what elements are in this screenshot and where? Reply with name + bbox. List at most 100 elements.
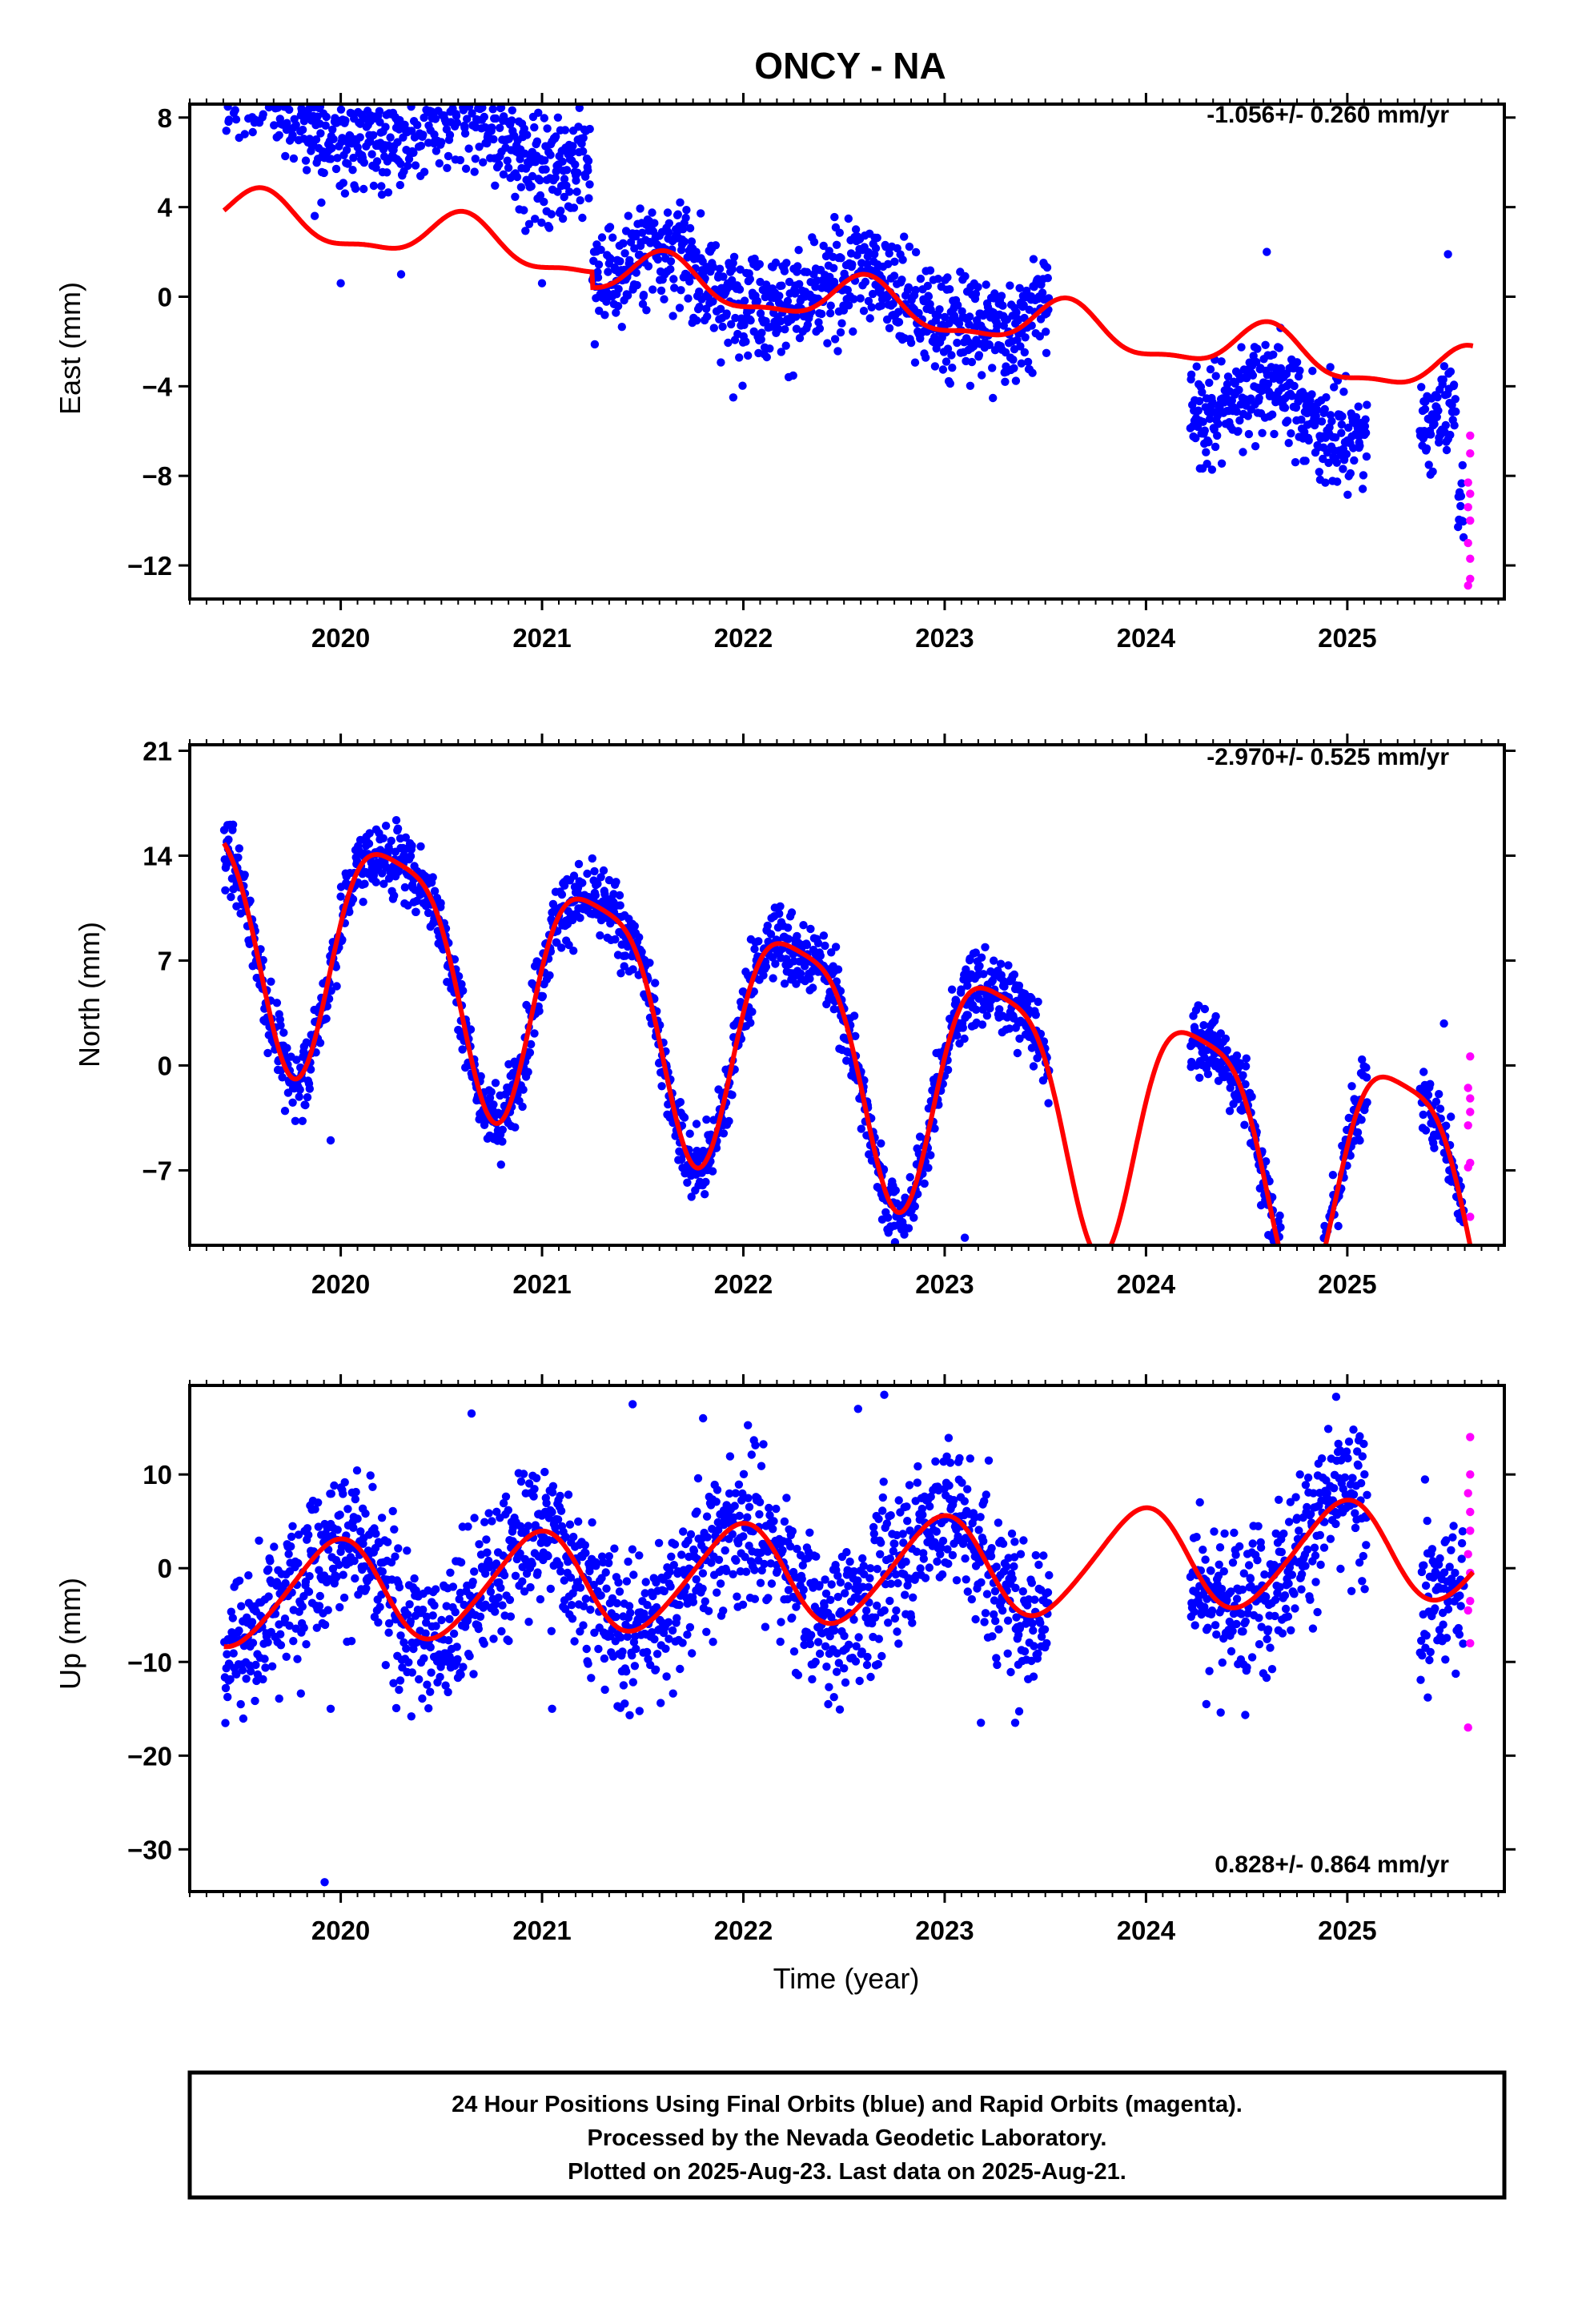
east-final-point [1424,460,1433,469]
east-final-point [470,167,479,176]
up-final-point [564,1490,573,1499]
north-final-point [227,892,235,902]
north-final-point [986,1004,994,1013]
up-final-point [625,1711,634,1719]
east-final-point [1214,420,1223,428]
up-final-point [666,1582,675,1591]
east-final-point [248,127,257,137]
east-final-point [1301,456,1310,465]
up-final-point [709,1638,717,1647]
east-final-point [331,164,341,174]
up-final-point [391,1552,400,1561]
east-final-point [540,197,548,207]
up-final-point [808,1675,817,1684]
east-final-point [416,141,426,151]
east-final-point [1360,422,1370,431]
up-final-point [744,1494,753,1502]
north-final-point [491,1079,500,1088]
east-final-point [665,219,673,227]
east-final-point [687,237,697,246]
north-final-point [401,833,410,842]
north-final-point [883,1213,893,1222]
north-xtick-label: 2021 [512,1269,571,1299]
up-final-point [596,1591,605,1600]
north-final-point [272,999,282,1007]
east-final-point [988,364,997,372]
up-final-point [423,1680,432,1689]
up-final-point [642,1647,652,1657]
east-final-point [578,213,587,223]
up-final-point [675,1600,684,1610]
east-final-point [837,319,846,328]
north-final-point [364,839,374,848]
east-final-point [456,155,465,165]
east-final-point [943,273,952,282]
east-final-point [499,170,508,179]
up-final-point [448,1582,458,1591]
up-final-point [729,1570,737,1579]
east-final-point [771,258,781,267]
east-final-point [285,105,294,115]
up-final-point [741,1567,751,1576]
east-final-point [342,146,351,155]
north-final-point [530,1029,539,1038]
north-final-point [857,1124,866,1133]
east-final-point [339,179,347,187]
east-final-point [666,257,676,266]
north-ytick-label: 14 [143,841,172,870]
east-final-point [750,254,759,263]
east-final-point [524,219,534,228]
up-final-point [506,1612,516,1621]
up-final-point [223,1692,232,1702]
north-final-point [1010,970,1019,979]
up-final-point [629,1570,638,1579]
east-final-point [935,305,944,314]
up-final-point [314,1498,323,1507]
up-final-point [719,1606,728,1615]
north-final-point [1435,1090,1443,1099]
up-final-point [255,1536,263,1546]
east-final-point [724,338,733,348]
north-final-point [1232,1051,1242,1060]
east-final-point [638,228,647,237]
up-final-point [444,1636,453,1645]
east-final-point [755,259,764,269]
east-final-point [817,309,826,319]
north-final-point [833,965,843,974]
up-final-point [689,1598,698,1606]
up-final-point [622,1667,631,1676]
up-final-point [600,1654,609,1663]
east-final-point [731,313,740,323]
up-final-point [235,1576,244,1586]
up-final-point [497,1626,506,1636]
up-final-point [381,1661,390,1670]
north-final-point [412,907,420,917]
east-final-point [1450,421,1459,430]
east-final-point [757,328,766,337]
east-final-point [718,322,727,332]
up-final-point [298,1602,307,1611]
north-final-point [616,901,624,910]
north-final-point [1044,1099,1053,1108]
up-final-point [486,1587,496,1597]
east-final-point [1235,385,1243,395]
east-final-point [503,156,512,165]
east-final-point [1304,436,1313,445]
north-final-point [1334,1221,1343,1231]
north-final-point [981,943,990,952]
east-final-point [464,144,473,153]
east-final-point [445,131,455,139]
east-final-point [756,309,765,318]
up-final-point [693,1474,703,1483]
north-final-point [910,1202,920,1211]
east-final-point [738,381,747,390]
north-final-point [498,1137,507,1146]
up-final-point [453,1655,462,1664]
north-final-point [454,971,464,981]
north-rapid-point [1464,1084,1472,1092]
up-final-point [276,1641,286,1650]
east-final-point [604,267,612,276]
north-final-point [221,886,230,895]
up-final-point [402,1644,411,1653]
